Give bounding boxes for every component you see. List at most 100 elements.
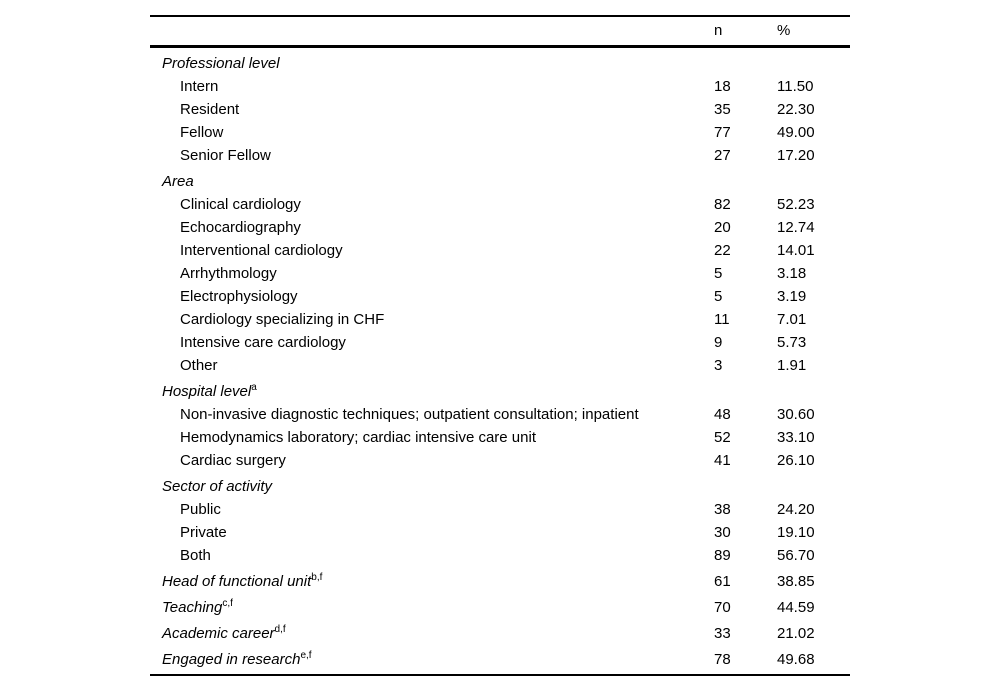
table-row: Electrophysiology 5 3.19	[150, 285, 850, 308]
row-label: Fellow	[180, 124, 224, 141]
row-label: Interventional cardiology	[180, 242, 343, 259]
row-label: Intensive care cardiology	[180, 334, 346, 351]
n-value: 20	[714, 219, 731, 236]
n-value: 52	[714, 429, 731, 446]
table-row: Resident 35 22.30	[150, 98, 850, 121]
table-row: Hemodynamics laboratory; cardiac intensi…	[150, 426, 850, 449]
n-value: 70	[714, 599, 731, 616]
table-row: Head of functional unitb,f 61 38.85	[150, 570, 850, 593]
row-label: Cardiology specializing in CHF	[180, 311, 385, 328]
footnote-marker: b,f	[311, 572, 323, 583]
table-row: Professional level	[150, 52, 850, 75]
table-row: Other 3 1.91	[150, 354, 850, 377]
row-label: Both	[180, 547, 211, 564]
pct-value: 49.00	[777, 124, 815, 141]
row-label: Non-invasive diagnostic techniques; outp…	[180, 406, 639, 423]
table-header: n %	[150, 17, 850, 45]
table-row: Interventional cardiology 22 14.01	[150, 239, 850, 262]
pct-value: 12.74	[777, 219, 815, 236]
row-label: Head of functional unitb,f	[162, 572, 323, 591]
pct-value: 3.19	[777, 288, 807, 305]
table-row: Non-invasive diagnostic techniques; outp…	[150, 403, 850, 426]
table-row: Intern 18 11.50	[150, 75, 850, 98]
pct-value: 33.10	[777, 429, 815, 446]
table-row: Teachingc,f 70 44.59	[150, 596, 850, 619]
n-value: 33	[714, 625, 731, 642]
row-label: Electrophysiology	[180, 288, 298, 305]
footnote-marker: e,f	[300, 650, 312, 661]
table-top-rule	[150, 15, 850, 17]
n-value: 38	[714, 501, 731, 518]
n-value: 3	[714, 357, 723, 374]
n-value: 30	[714, 524, 731, 541]
n-value: 11	[714, 311, 730, 328]
table-row: Fellow 77 49.00	[150, 121, 850, 144]
row-label: Echocardiography	[180, 219, 301, 236]
table-row: Cardiology specializing in CHF 11 7.01	[150, 308, 850, 331]
n-value: 89	[714, 547, 731, 564]
n-value: 41	[714, 452, 731, 469]
table-body: Professional level Intern 18 11.50 Resid…	[150, 48, 850, 674]
pct-value: 22.30	[777, 101, 815, 118]
table-row: Area	[150, 170, 850, 193]
row-label: Arrhythmology	[180, 265, 277, 282]
pct-value: 19.10	[777, 524, 815, 541]
row-label: Engaged in researche,f	[162, 650, 312, 669]
pct-value: 26.10	[777, 452, 815, 469]
pct-value: 14.01	[777, 242, 815, 259]
pct-value: 56.70	[777, 547, 815, 564]
header-percent: %	[777, 22, 791, 39]
header-n: n	[714, 22, 723, 39]
n-value: 48	[714, 406, 731, 423]
row-label: Intern	[180, 78, 219, 95]
row-label: Area	[162, 173, 194, 190]
footnote-marker: a	[251, 382, 257, 393]
n-value: 22	[714, 242, 731, 259]
pct-value: 52.23	[777, 196, 815, 213]
row-label: Professional level	[162, 55, 280, 72]
pct-value: 3.18	[777, 265, 807, 282]
footnote-marker: c,f	[222, 598, 233, 609]
statistics-table: n % Professional level Intern 18 11.50 R…	[150, 15, 850, 676]
pct-value: 7.01	[777, 311, 807, 328]
table-row: Clinical cardiology 82 52.23	[150, 193, 850, 216]
table-row: Arrhythmology 5 3.18	[150, 262, 850, 285]
row-label: Clinical cardiology	[180, 196, 301, 213]
pct-value: 11.50	[777, 78, 814, 95]
table-row: Echocardiography 20 12.74	[150, 216, 850, 239]
row-label: Private	[180, 524, 227, 541]
table-row: Both 89 56.70	[150, 544, 850, 567]
pct-value: 21.02	[777, 625, 815, 642]
row-label: Other	[180, 357, 218, 374]
row-label: Public	[180, 501, 221, 518]
row-label: Senior Fellow	[180, 147, 271, 164]
n-value: 35	[714, 101, 731, 118]
n-value: 9	[714, 334, 723, 351]
n-value: 61	[714, 573, 731, 590]
table-row: Senior Fellow 27 17.20	[150, 144, 850, 167]
row-label: Sector of activity	[162, 478, 273, 495]
pct-value: 5.73	[777, 334, 807, 351]
row-label: Hemodynamics laboratory; cardiac intensi…	[180, 429, 536, 446]
row-label: Cardiac surgery	[180, 452, 286, 469]
footnote-marker: d,f	[274, 624, 286, 635]
table-bottom-rule	[150, 674, 850, 676]
pct-value: 30.60	[777, 406, 815, 423]
n-value: 82	[714, 196, 731, 213]
table-row: Sector of activity	[150, 475, 850, 498]
n-value: 27	[714, 147, 731, 164]
row-label: Resident	[180, 101, 240, 118]
row-label: Academic careerd,f	[162, 624, 286, 643]
pct-value: 49.68	[777, 651, 815, 668]
pct-value: 1.91	[777, 357, 807, 374]
n-value: 77	[714, 124, 731, 141]
pct-value: 38.85	[777, 573, 815, 590]
pct-value: 24.20	[777, 501, 815, 518]
table-row: Cardiac surgery 41 26.10	[150, 449, 850, 472]
table-row: Engaged in researche,f 78 49.68	[150, 648, 850, 671]
table-row: Academic careerd,f 33 21.02	[150, 622, 850, 645]
n-value: 18	[714, 78, 731, 95]
row-label: Hospital levela	[162, 382, 257, 401]
pct-value: 44.59	[777, 599, 815, 616]
